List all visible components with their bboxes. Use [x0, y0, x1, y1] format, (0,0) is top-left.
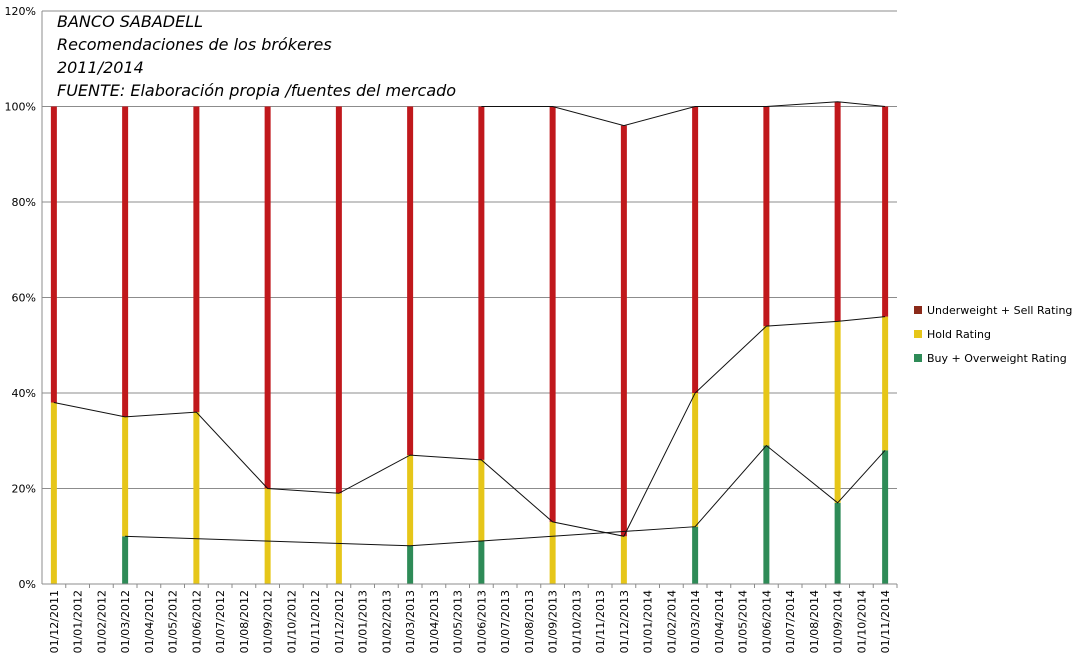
x-tick-label: 01/05/2013 — [452, 590, 465, 653]
bar-segment — [335, 493, 342, 584]
x-tick-label: 01/05/2012 — [167, 590, 180, 653]
x-tick-label: 01/06/2012 — [190, 590, 203, 653]
connector-line — [125, 444, 886, 547]
y-tick-label: 40% — [12, 387, 36, 400]
bar-segment — [692, 526, 699, 584]
y-tick-label: 80% — [12, 196, 36, 209]
x-tick-label: 01/02/2013 — [380, 590, 393, 653]
legend-swatch — [914, 306, 922, 314]
x-tick-label: 01/11/2012 — [309, 590, 322, 653]
y-tick-label: 0% — [19, 578, 36, 591]
bar-segment — [763, 106, 770, 327]
x-tick-label: 01/08/2013 — [523, 590, 536, 653]
connector-line — [53, 316, 886, 537]
bar-segment — [763, 326, 770, 446]
bar-segment — [882, 106, 889, 317]
bar-segment — [122, 416, 129, 537]
x-tick-label: 01/12/2012 — [333, 590, 346, 653]
title-line-4: FUENTE: Elaboración propia /fuentes del … — [57, 81, 456, 100]
bar-segment — [478, 541, 485, 584]
legend-label: Hold Rating — [927, 328, 991, 341]
bar-segment — [620, 125, 627, 537]
legend-label: Buy + Overweight Rating — [927, 352, 1067, 365]
bar-segment — [834, 101, 841, 322]
bar-segment — [407, 455, 414, 546]
bar-segment — [264, 106, 271, 489]
bar-segment — [50, 106, 57, 403]
y-tick-label: 120% — [5, 5, 36, 18]
axis-layer: 0% 20% 40% 60% 80% 100% 120% 01/12/2011 01/01/20… — [5, 5, 898, 653]
bar-segment — [335, 106, 342, 494]
legend-swatch — [914, 330, 922, 338]
x-tick-label: 01/04/2012 — [143, 590, 156, 653]
bar-segment — [692, 106, 699, 393]
x-tick-label: 01/11/2013 — [594, 590, 607, 653]
x-tick-label: 01/12/2013 — [618, 590, 631, 653]
y-tick-label: 60% — [12, 292, 36, 305]
bar-segment — [692, 393, 699, 527]
bar-segment — [407, 545, 414, 584]
bar-segment — [478, 106, 485, 460]
x-tick-label: 01/07/2012 — [214, 590, 227, 653]
legend: Underweight + Sell Rating Hold Rating Buy … — [914, 304, 1072, 365]
bar-segment — [193, 106, 200, 413]
x-tick-label: 01/04/2014 — [713, 590, 726, 653]
bar-segment — [407, 106, 414, 456]
bar-segment — [882, 316, 889, 451]
x-tick-label: 01/11/2014 — [879, 590, 892, 653]
legend-swatch — [914, 354, 922, 362]
x-tick-label: 01/07/2014 — [784, 590, 797, 653]
title-line-2: Recomendaciones de los brókeres — [57, 35, 332, 54]
bar-segment — [264, 488, 271, 584]
bars-layer — [50, 101, 889, 584]
bar-segment — [834, 321, 841, 503]
bar-segment — [620, 536, 627, 584]
bar-segment — [549, 521, 556, 584]
x-tick-label: 01/10/2012 — [285, 590, 298, 653]
x-tick-label: 01/01/2014 — [642, 590, 655, 653]
x-tick-label: 01/03/2013 — [404, 590, 417, 653]
x-tick-label: 01/08/2014 — [808, 590, 821, 653]
connector-line — [481, 101, 886, 127]
x-tick-label: 01/01/2013 — [357, 590, 370, 653]
x-tick-label: 01/02/2012 — [95, 590, 108, 653]
x-tick-label: 01/04/2013 — [428, 590, 441, 653]
legend-label: Underweight + Sell Rating — [927, 304, 1072, 317]
x-tick-label: 01/03/2012 — [119, 590, 132, 653]
title-line-1: BANCO SABADELL — [57, 12, 203, 31]
x-tick-label: 01/06/2014 — [760, 590, 773, 653]
x-tick-label: 01/09/2013 — [547, 590, 560, 653]
bar-segment — [882, 450, 889, 584]
x-tick-label: 01/05/2014 — [737, 590, 750, 653]
x-tick-label: 01/10/2013 — [570, 590, 583, 653]
x-tick-label: 01/09/2012 — [262, 590, 275, 653]
x-tick-label: 01/12/2011 — [48, 590, 61, 653]
x-tick-label: 01/10/2014 — [855, 590, 868, 653]
title-line-3: 2011/2014 — [57, 58, 144, 77]
lines-layer — [53, 101, 886, 547]
bar-segment — [122, 106, 129, 417]
bar-segment — [50, 402, 57, 584]
y-tick-label: 20% — [12, 483, 36, 496]
x-tick-label: 01/06/2013 — [475, 590, 488, 653]
x-tick-label: 01/09/2014 — [832, 590, 845, 653]
bar-segment — [122, 536, 129, 584]
x-tick-label: 01/02/2014 — [665, 590, 678, 653]
bar-segment — [478, 459, 485, 542]
bar-segment — [834, 502, 841, 584]
y-tick-label: 100% — [5, 101, 36, 114]
x-tick-label: 01/01/2012 — [72, 590, 85, 653]
x-tick-label: 01/07/2013 — [499, 590, 512, 653]
bar-segment — [763, 445, 770, 584]
x-tick-label: 01/08/2012 — [238, 590, 251, 653]
bar-segment — [549, 106, 556, 522]
x-tick-label: 01/03/2014 — [689, 590, 702, 653]
chart-title: BANCO SABADELL Recomendaciones de los br… — [57, 12, 456, 100]
grid-layer — [42, 10, 897, 585]
bar-segment — [193, 412, 200, 584]
